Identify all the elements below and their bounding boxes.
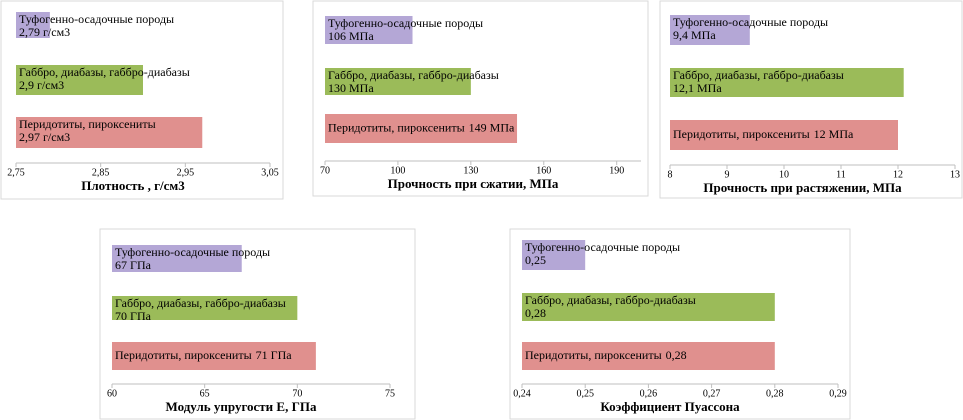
x-tick-label: 0,27 <box>703 388 721 399</box>
bar-category: Габбро, диабазы, габбро-диабазы <box>19 65 190 79</box>
bar-category: Туфогенно-осадочные породы <box>328 16 483 30</box>
x-tick-label: 0,28 <box>766 388 784 399</box>
x-tick-label: 2,95 <box>177 167 195 178</box>
bar-value-label: 9,4 МПа <box>673 28 716 42</box>
x-tick-label: 3,05 <box>261 167 279 178</box>
bar <box>112 342 316 370</box>
x-tick-label: 0,26 <box>640 388 658 399</box>
bar-value-label: 2,79 г/см3 <box>19 25 70 39</box>
x-tick-label: 11 <box>836 169 846 180</box>
bar-category: Габбро, диабазы, габбро-диабазы <box>525 293 696 307</box>
x-tick-label: 0,29 <box>829 388 847 399</box>
bar-category: Габбро, диабазы, габбро-диабазы <box>328 68 499 82</box>
bar-value-label: 130 МПа <box>328 81 374 95</box>
x-tick-label: 0,25 <box>576 388 594 399</box>
bar-value-label: 2,97 г/см3 <box>19 130 70 144</box>
x-tick-label: 190 <box>609 165 624 176</box>
bar-category: Туфогенно-осадочные породы <box>19 12 174 26</box>
x-axis-title: Прочность при сжатии, МПа <box>388 176 559 191</box>
bar-category: Туфогенно-осадочные породы <box>673 15 828 29</box>
x-tick-label: 70 <box>292 388 302 399</box>
x-tick-label: 130 <box>463 165 478 176</box>
bar-category: Туфогенно-осадочные породы <box>115 245 270 259</box>
bar <box>670 15 750 45</box>
panel-frame <box>659 0 963 199</box>
bar <box>112 296 298 320</box>
x-axis-title: Прочность при растяжении, МПа <box>703 180 902 195</box>
bar-category: Туфогенно-осадочные породы <box>525 240 680 254</box>
panel-frame <box>312 0 649 197</box>
bar-category: Габбро, диабазы, габбро-диабазы <box>115 296 286 310</box>
x-tick-label: 75 <box>385 388 395 399</box>
x-tick-label: 10 <box>779 169 789 180</box>
bar <box>325 68 471 95</box>
bar <box>670 68 904 97</box>
panel-frame <box>509 228 851 420</box>
bar-value-label: 67 ГПа <box>115 258 152 272</box>
bar <box>16 12 50 38</box>
x-tick-label: 60 <box>107 388 117 399</box>
x-tick-label: 0,24 <box>513 388 531 399</box>
bar-category: Перидотиты, пироксениты <box>19 117 156 131</box>
x-axis-title: Плотность , г/см3 <box>81 178 185 193</box>
bar-value-label: 149 МПа <box>469 120 515 134</box>
x-tick-label: 2,75 <box>7 167 25 178</box>
x-tick-label: 13 <box>950 169 960 180</box>
bar-value-label: 71 ГПа <box>256 348 293 362</box>
bar <box>522 240 586 270</box>
panel-frame <box>99 228 416 420</box>
x-tick-label: 100 <box>390 165 405 176</box>
bar <box>16 117 203 148</box>
x-tick-label: 9 <box>725 169 730 180</box>
x-tick-label: 2,85 <box>92 167 110 178</box>
bar-category: Перидотиты, пироксениты <box>673 127 810 141</box>
x-tick-label: 70 <box>320 165 330 176</box>
bar-value-label: 12,1 МПа <box>673 81 722 95</box>
x-axis-title: Модуль упругости Е, ГПа <box>166 399 317 414</box>
bar <box>522 293 775 321</box>
bar-value-label: 0,28 <box>525 306 546 320</box>
x-tick-label: 8 <box>668 169 673 180</box>
x-tick-label: 65 <box>200 388 210 399</box>
bar-category: Габбро, диабазы, габбро-диабазы <box>673 68 844 82</box>
bar-value-label: 0,25 <box>525 253 546 267</box>
bar-value-label: 12 МПа <box>814 127 854 141</box>
bar-category: Перидотиты, пироксениты <box>115 348 252 362</box>
bar <box>325 16 413 44</box>
bar <box>112 245 242 272</box>
bar-category: Перидотиты, пироксениты <box>328 120 465 134</box>
bar <box>670 120 898 150</box>
bar-value-label: 70 ГПа <box>115 309 152 323</box>
bar <box>325 114 518 143</box>
bar-value-label: 0,28 <box>666 348 687 362</box>
bar <box>16 65 143 95</box>
bar <box>522 342 775 370</box>
x-tick-label: 160 <box>536 165 551 176</box>
panel-frame <box>0 0 284 200</box>
bar-value-label: 2,9 г/см3 <box>19 78 64 92</box>
bar-value-label: 106 МПа <box>328 29 374 43</box>
bar-category: Перидотиты, пироксениты <box>525 348 662 362</box>
x-tick-label: 12 <box>893 169 903 180</box>
x-axis-title: Коэффициент Пуассона <box>600 399 740 414</box>
